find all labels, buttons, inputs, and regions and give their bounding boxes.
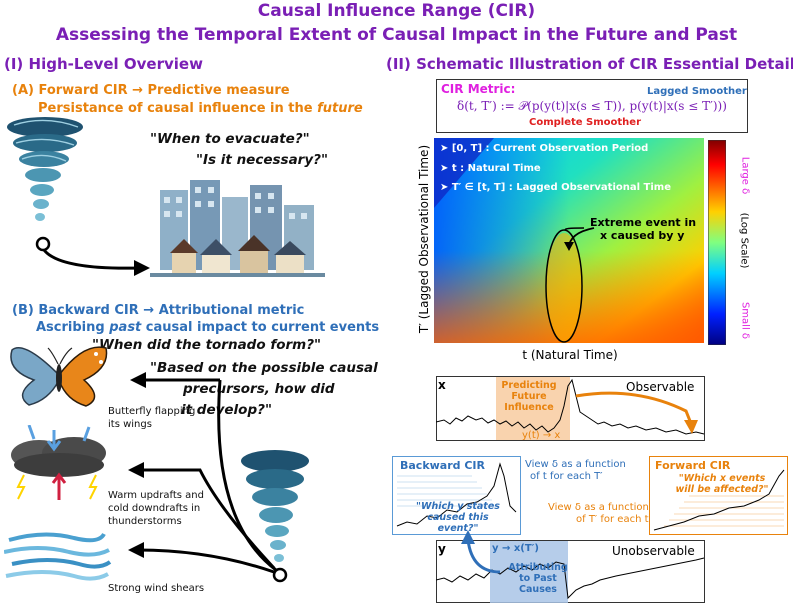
legend-natural-time: ➤ t : Natural Time — [440, 163, 541, 174]
cir-metric-box: CIR Metric: Lagged Smoother δ(t, T′) := … — [436, 79, 748, 133]
backward-arrows — [128, 372, 288, 583]
tornado-b-icon — [241, 450, 309, 562]
view-delta-t: View δ as a function of t for each T′ — [525, 459, 626, 482]
y-to-x-label: y(t) → x — [522, 430, 561, 441]
quote-necessary: "Is it necessary?" — [196, 152, 329, 168]
lagged-smoother-label: Lagged Smoother — [647, 86, 747, 97]
page-title: Causal Influence Range (CIR) — [257, 1, 536, 21]
colorbar — [708, 140, 726, 345]
butterfly-icon — [10, 346, 108, 407]
legend-observation-period: ➤ [0, T] : Current Observation Period — [440, 143, 649, 154]
colorbar-small: Small δ — [739, 301, 751, 340]
colorbar-large: Large δ — [739, 156, 751, 195]
predicting-label: Predicting Future Influence — [501, 380, 557, 413]
wind-icon — [4, 532, 112, 581]
x-series-panel — [436, 376, 705, 441]
backward-cir-box — [392, 456, 521, 535]
complete-smoother-label: Complete Smoother — [529, 117, 642, 128]
tornado-icon — [7, 117, 83, 221]
heatmap-ylabel: T′ (Lagged Observational Time) — [417, 144, 431, 334]
attributing-label: Attributing to Past Causes — [508, 562, 568, 595]
forward-cir-question: "Which x events will be affected?" — [675, 473, 769, 495]
observable-label: Observable — [626, 380, 695, 394]
backward-cir-desc: Ascribing past causal impact to current … — [36, 320, 380, 335]
colorbar-labels: Large δ (Log Scale) Small δ — [730, 140, 751, 345]
quote-precursors-1: "Based on the possible causal — [150, 360, 378, 376]
backward-cir-question: "Which y states caused this event?" — [416, 501, 500, 534]
attribution-arrow — [461, 530, 501, 574]
x-series-label: x — [438, 378, 446, 392]
forward-cir-desc: Persistance of causal influence in the f… — [38, 101, 363, 116]
cause-wind: Strong wind shears — [108, 583, 205, 594]
y-series-panel — [436, 540, 705, 603]
cause-updrafts: Warm updrafts and cold downdrafts in thund… — [108, 490, 204, 527]
storm-icon — [11, 425, 106, 500]
y-to-xT-label: y → x(T′) — [492, 543, 539, 554]
left-heading: (I) High-Level Overview — [4, 55, 203, 73]
forward-cir-box — [649, 456, 788, 535]
right-heading: (II) Schematic Illustration of CIR Essen… — [386, 55, 793, 73]
quote-evacuate: "When to evacuate?" — [150, 131, 310, 147]
cir-heatmap — [434, 138, 704, 343]
forward-cir-heading: (A) Forward CIR → Predictive measure — [12, 83, 290, 98]
forward-arrow — [35, 236, 150, 276]
heatmap-xlabel: t (Natural Time) — [522, 348, 618, 362]
unobservable-label: Unobservable — [612, 544, 695, 558]
page-subtitle: Assessing the Temporal Extent of Causal … — [55, 25, 738, 45]
quote-precursors-3: it develop?" — [181, 402, 272, 418]
extreme-event-annotation: Extreme event in x caused by y — [590, 216, 697, 242]
colorbar-scale: (Log Scale) — [738, 212, 750, 269]
quote-tornado-form: "When did the tornado form?" — [92, 337, 322, 353]
backward-cir-heading: (B) Backward CIR → Attributional metric — [12, 303, 305, 318]
metric-label: CIR Metric: — [441, 82, 516, 96]
view-delta-T: View δ as a function of T′ for each t — [548, 502, 649, 525]
y-series-label: y — [438, 542, 446, 556]
cause-butterfly: Butterfly flapping its wings — [108, 406, 196, 430]
backward-cir-title: Backward CIR — [400, 459, 485, 472]
cir-formula: δ(t, T′) := 𝒫(p(y(t)|x(s ≤ T)), p(y(t)|x… — [457, 99, 727, 113]
forward-cir-title: Forward CIR — [655, 459, 731, 472]
legend-lagged-time: ➤ T′ ∈ [t, T] : Lagged Observational Tim… — [440, 182, 671, 193]
city-icon — [150, 180, 325, 277]
